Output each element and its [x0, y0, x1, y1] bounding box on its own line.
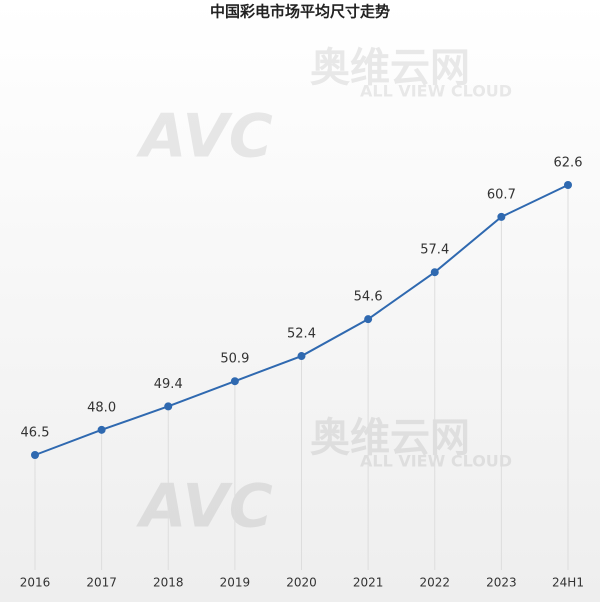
data-label: 60.7	[487, 187, 516, 202]
data-label: 62.6	[554, 156, 583, 171]
chart-title: 中国彩电市场平均尺寸走势	[210, 3, 390, 21]
watermark-logo: AVC	[136, 102, 273, 172]
watermark-english: ALL VIEW CLOUD	[360, 452, 512, 471]
data-label: 49.4	[154, 377, 183, 392]
x-tick-label: 2018	[153, 576, 184, 590]
data-point	[97, 425, 106, 434]
x-tick-label: 2023	[486, 576, 517, 590]
data-label: 50.9	[220, 352, 249, 367]
x-tick-label: 2017	[86, 576, 117, 590]
data-point	[497, 212, 506, 221]
x-tick-label: 2016	[20, 576, 51, 590]
watermark-english: ALL VIEW CLOUD	[360, 82, 512, 101]
x-tick-label: 24H1	[552, 576, 584, 590]
data-label: 54.6	[354, 290, 383, 305]
data-label: 52.4	[287, 327, 316, 342]
x-tick-label: 2020	[286, 576, 317, 590]
watermark: AVC 奥维云网 ALL VIEW CLOUD AVC 奥维云网 ALL VIE…	[136, 45, 512, 542]
data-label: 57.4	[420, 243, 449, 258]
data-point	[230, 377, 239, 386]
data-point	[430, 268, 439, 277]
x-tick-label: 2022	[419, 576, 450, 590]
data-point	[164, 402, 173, 411]
watermark-name: 奥维云网	[310, 45, 470, 91]
data-label: 48.0	[87, 400, 116, 415]
watermark-logo: AVC	[136, 472, 273, 542]
data-point	[297, 352, 306, 361]
data-label: 46.5	[21, 426, 50, 441]
data-point	[564, 181, 572, 189]
data-point	[364, 315, 373, 324]
x-tick-label: 2021	[353, 576, 384, 590]
watermark-name: 奥维云网	[310, 415, 470, 461]
x-tick-label: 2019	[220, 576, 251, 590]
data-point	[31, 451, 39, 459]
